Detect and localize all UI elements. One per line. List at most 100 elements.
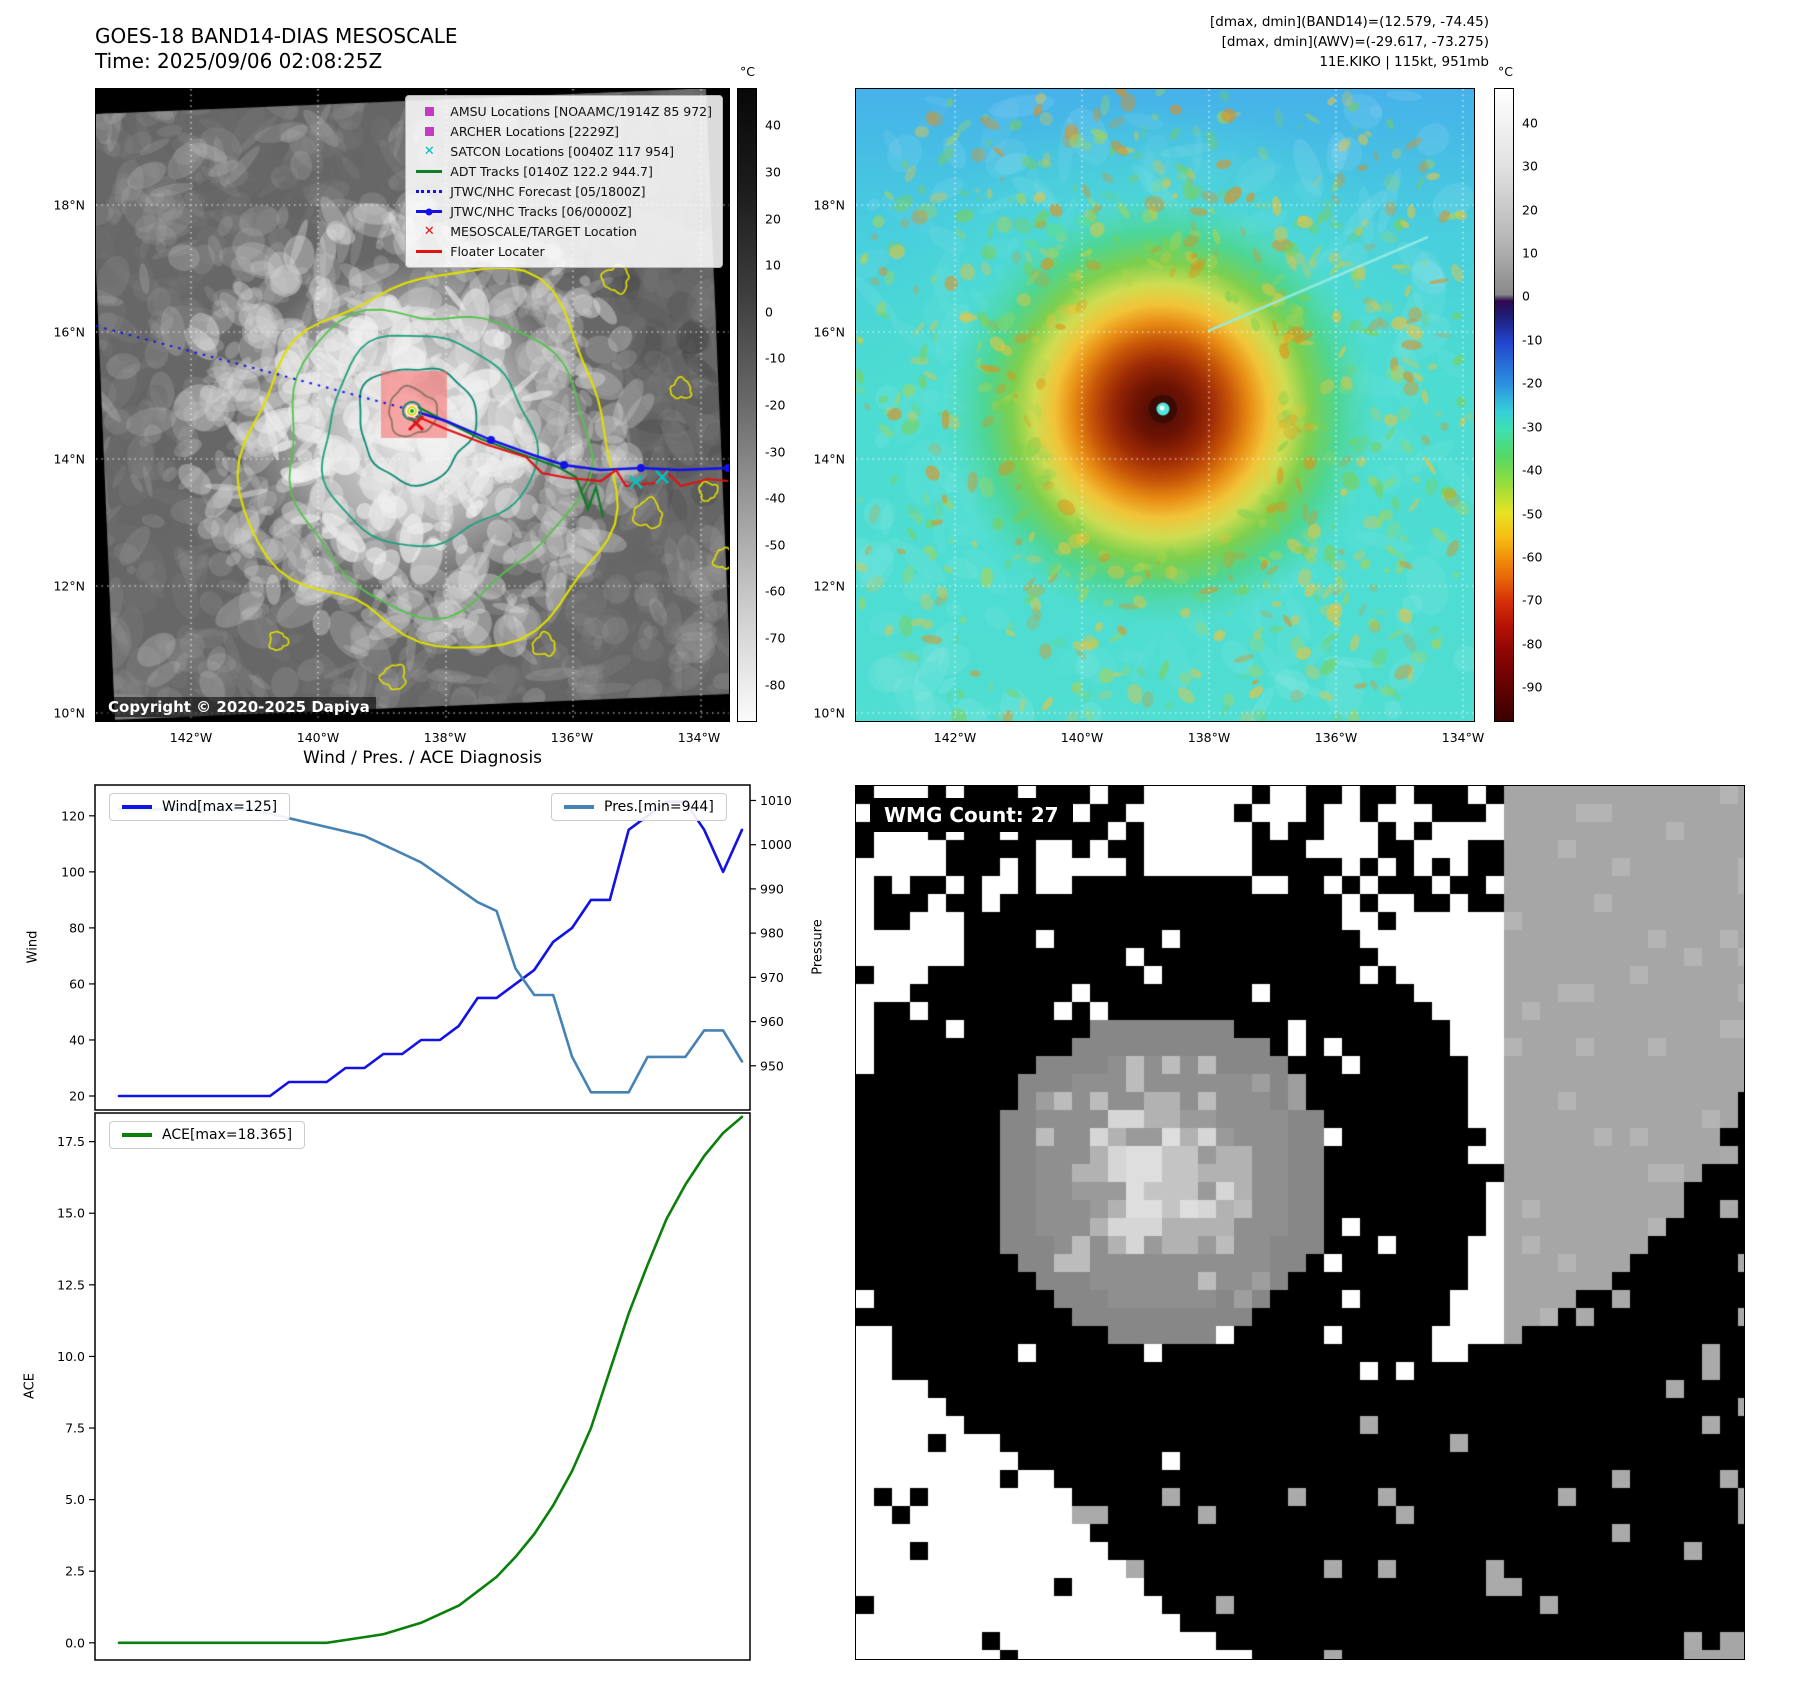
y-tick-label: 80: [69, 920, 85, 935]
plot-border: [94, 784, 751, 1111]
colorbar-tick-label: -50: [765, 537, 786, 553]
colorbar-tick-label: -90: [1522, 679, 1543, 695]
colorbar-tick-label: -70: [765, 630, 786, 646]
legend-item-label: ADT Tracks [0140Z 122.2 944.7]: [450, 164, 653, 179]
band14-map: AMSU Locations [NOAAMC/1914Z 85 972] ARCH…: [95, 88, 730, 722]
ace-legend-label: ACE[max=18.365]: [162, 1127, 293, 1143]
awv-lon-axis: 142°W 140°W 138°W 136°W 134°W: [855, 728, 1484, 746]
legend-item-label: Floater Locater: [450, 244, 545, 259]
series-line-0: [117, 1115, 744, 1645]
y2-tick-label: 1010: [760, 793, 792, 808]
lat-tick-label: 10°N: [813, 705, 845, 721]
lon-tick-label: 136°W: [550, 730, 594, 745]
legend-item: AMSU Locations [NOAAMC/1914Z 85 972]: [416, 103, 712, 120]
ace-legend: ACE[max=18.365]: [109, 1121, 306, 1149]
ace-axis-label: ACE: [22, 1373, 38, 1399]
y-tick-label: 20: [69, 1088, 85, 1103]
dotted-line-icon: [416, 186, 443, 198]
ace-chart: 0.0 2.5 5.0 7.5 10.0 12.5 15.0 17.5: [57, 1112, 751, 1661]
colorbar-tick-label: -20: [765, 397, 786, 413]
lon-tick-label: 140°W: [1060, 730, 1104, 745]
lon-tick-label: 142°W: [169, 730, 213, 745]
colorbar-tick-label: 20: [765, 211, 781, 227]
line-marker-icon: [416, 206, 443, 218]
pressure-line-swatch: [564, 805, 594, 809]
y-tick-label: 10.0: [57, 1349, 85, 1364]
wind-line-swatch: [122, 805, 152, 809]
colorbar-tick-label: -30: [765, 444, 786, 460]
colorbar-tick-label: 30: [765, 164, 781, 180]
wind-pressure-chart: 20 40 60 80 100 120 950 960 970 980 990 1000 1010: [61, 784, 792, 1111]
dmax-dmin-awv-text: [dmax, dmin](AWV)=(-29.617, -73.275): [1221, 34, 1489, 50]
y-tick-label: 120: [61, 808, 85, 823]
lat-tick-label: 14°N: [53, 451, 85, 467]
colorbar-tick-label: -40: [765, 490, 786, 506]
awv-colorbar-gradient: [1495, 89, 1513, 721]
legend-item: Floater Locater: [416, 243, 712, 260]
colorbar-tick-label: 40: [765, 117, 781, 133]
pressure-axis-label: Pressure: [810, 919, 826, 975]
pressure-legend-label: Pres.[min=944]: [604, 799, 714, 815]
y2-tick-label: 970: [760, 970, 784, 985]
band14-colorbar-ticks: 40 30 20 10 0 -10 -20 -30 -40 -50 -60 -70 -80: [759, 88, 801, 722]
legend-item: ADT Tracks [0140Z 122.2 944.7]: [416, 163, 712, 180]
y2-tick-label: 1000: [760, 837, 792, 852]
line-icon: [416, 246, 443, 258]
legend-item-label: JTWC/NHC Tracks [06/0000Z]: [450, 204, 632, 219]
colorbar-tick-label: 0: [765, 304, 773, 320]
plot-background: [95, 785, 750, 1110]
lon-tick-label: 142°W: [933, 730, 977, 745]
legend-marker-shape: [416, 250, 443, 253]
y2-tick-label: 950: [760, 1058, 784, 1073]
band14-lon-axis: 142°W 140°W 138°W 136°W 134°W: [95, 728, 730, 746]
colorbar-tick-label: -50: [1522, 506, 1543, 522]
legend-item: JTWC/NHC Tracks [06/0000Z]: [416, 203, 712, 220]
awv-colorbar-unit: °C: [1498, 64, 1513, 79]
y2-tick-label: 990: [760, 881, 784, 896]
y-tick-label: 0.0: [65, 1635, 85, 1650]
y-tick-label: 40: [69, 1032, 85, 1047]
colorbar-tick-label: -70: [1522, 592, 1543, 608]
awv-lat-axis: 18°N 16°N 14°N 12°N 10°N: [805, 88, 851, 722]
colorbar-tick-label: 40: [1522, 115, 1538, 131]
square-icon: [416, 106, 442, 118]
colorbar-tick-label: -80: [1522, 636, 1543, 652]
copyright-text: Copyright © 2020-2025 Dapiya: [102, 697, 376, 717]
lat-tick-label: 14°N: [813, 451, 845, 467]
y-tick-label: 12.5: [57, 1277, 85, 1292]
awv-map: [855, 88, 1475, 722]
colorbar-tick-label: 20: [1522, 202, 1538, 218]
wmg-pixel-image: [856, 786, 1744, 1659]
plot-background: [95, 1113, 750, 1660]
band14-colorbar: [737, 88, 757, 722]
pressure-legend: Pres.[min=944]: [551, 793, 727, 821]
lon-tick-label: 134°W: [677, 730, 721, 745]
wind-axis-label: Wind: [25, 930, 41, 964]
colorbar-tick-label: -20: [1522, 375, 1543, 391]
legend-marker-shape: [416, 190, 443, 193]
legend-item-label: MESOSCALE/TARGET Location: [450, 224, 637, 239]
colorbar-tick-label: 10: [765, 257, 781, 273]
legend-marker-shape: [416, 170, 443, 173]
legend-item-label: AMSU Locations [NOAAMC/1914Z 85 972]: [450, 104, 712, 119]
colorbar-tick-label: -60: [765, 583, 786, 599]
band14-colorbar-unit: °C: [740, 64, 755, 79]
awv-colorbar-ticks: 40 30 20 10 0 -10 -20 -30 -40 -50 -60 -70 -80 -90: [1516, 88, 1558, 722]
colorbar-tick-label: -10: [765, 350, 786, 366]
legend-item-label: SATCON Locations [0040Z 117 954]: [450, 144, 674, 159]
colorbar-tick-label: 30: [1522, 158, 1538, 174]
lat-tick-label: 16°N: [813, 324, 845, 340]
lat-tick-label: 18°N: [813, 197, 845, 213]
legend-item: ✕ SATCON Locations [0040Z 117 954]: [416, 143, 712, 160]
line-icon: [416, 166, 443, 178]
awv-satellite-image: [856, 89, 1474, 721]
legend-marker-shape: [424, 107, 434, 116]
colorbar-tick-label: -80: [765, 677, 786, 693]
y2-tick-label: 960: [760, 1014, 784, 1029]
legend-marker-dot: [425, 208, 433, 215]
wind-legend: Wind[max=125]: [109, 793, 291, 821]
legend-item-label: ARCHER Locations [2229Z]: [450, 124, 620, 139]
y-tick-label: 2.5: [65, 1564, 85, 1579]
x-icon: ✕: [423, 224, 435, 239]
